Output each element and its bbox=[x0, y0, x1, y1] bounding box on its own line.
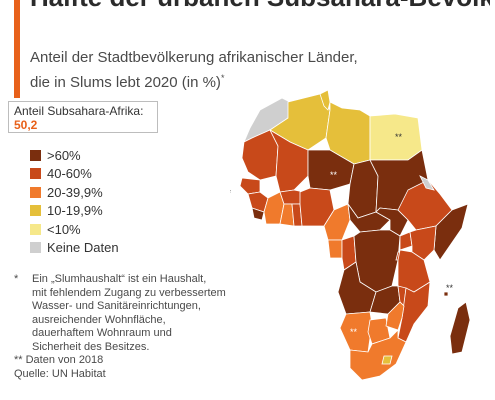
footnote-line: Wasser- und Sanitäreinrichtungen, bbox=[32, 300, 201, 312]
source-note: Quelle: UN Habitat bbox=[14, 367, 106, 380]
legend-label: 10-19,9% bbox=[47, 203, 103, 219]
region-kenya bbox=[409, 225, 437, 261]
region-south-sudan bbox=[375, 207, 409, 237]
footnote-definition: * Ein „Slumhaushalt“ ist ein Haushalt, m… bbox=[14, 273, 264, 354]
region-madagascar bbox=[449, 301, 471, 355]
region-eritrea bbox=[419, 175, 435, 191]
marker-egypt: ** bbox=[395, 132, 403, 142]
footnote-line: Sicherheit des Besitzes. bbox=[32, 340, 150, 353]
map-legend: >60% 40-60% 20-39,9% 10-19,9% <10% Keine… bbox=[30, 146, 119, 257]
legend-item-20-40: 20-39,9% bbox=[30, 183, 119, 202]
region-gabon bbox=[327, 239, 343, 259]
legend-label: >60% bbox=[47, 147, 81, 163]
region-south-africa bbox=[349, 329, 407, 381]
legend-item-over-60: >60% bbox=[30, 146, 119, 165]
region-lesotho bbox=[381, 355, 393, 365]
marker-sudan: ** bbox=[330, 170, 338, 180]
subtitle-footnote-mark: * bbox=[220, 73, 225, 83]
subtitle-line-1: Anteil der Stadtbevölkerung afrikanische… bbox=[30, 49, 358, 66]
legend-label: <10% bbox=[47, 221, 81, 237]
chart-subtitle: Anteil der Stadtbevölkerung afrikanische… bbox=[30, 48, 430, 93]
africa-map: ** ** ** ** ** bbox=[230, 89, 471, 381]
footnotes: * Ein „Slumhaushalt“ ist ein Haushalt, m… bbox=[14, 273, 264, 381]
legend-swatch bbox=[30, 168, 41, 180]
footnote-line: ausreichender Wohnfläche, bbox=[32, 313, 166, 326]
region-tunisia bbox=[319, 89, 331, 111]
region-senegal bbox=[239, 177, 261, 195]
footnote-line: mit fehlendem Zugang zu verbessertem bbox=[32, 286, 226, 299]
footnote-text: Ein „Slumhaushalt“ ist ein Haushalt, mit… bbox=[32, 273, 226, 354]
legend-item-under-10: <10% bbox=[30, 220, 119, 239]
region-zimbabwe bbox=[385, 301, 405, 331]
subtitle-line-2: die in Slums lebt 2020 (in %) bbox=[30, 74, 221, 91]
marker-west-coast: ** bbox=[230, 188, 232, 198]
subsaharan-share-box: Anteil Subsahara-Afrika: 50,2 bbox=[8, 101, 158, 133]
chart-title: Hälfte der urbanen Subsahara-Bevölkerung… bbox=[30, 0, 490, 13]
legend-label: 20-39,9% bbox=[47, 184, 103, 200]
legend-item-no-data: Keine Daten bbox=[30, 239, 119, 258]
marker-namibia: ** bbox=[350, 327, 358, 337]
legend-swatch bbox=[30, 205, 41, 217]
marker-comoros: ** bbox=[446, 283, 454, 293]
footnote-line: Ein „Slumhaushalt“ ist ein Haushalt, bbox=[32, 273, 207, 285]
region-car bbox=[347, 203, 391, 233]
region-comoros bbox=[443, 291, 449, 297]
accent-bar bbox=[14, 0, 20, 98]
legend-swatch bbox=[30, 242, 41, 254]
subsaharan-share-label: Anteil Subsahara-Afrika: bbox=[14, 104, 144, 118]
legend-swatch bbox=[30, 186, 41, 198]
legend-item-40-60: 40-60% bbox=[30, 165, 119, 184]
region-sierra-leone bbox=[251, 207, 265, 221]
legend-item-10-20: 10-19,9% bbox=[30, 202, 119, 221]
legend-swatch bbox=[30, 149, 41, 161]
data-year-note: ** Daten von 2018 bbox=[14, 354, 104, 366]
legend-label: Keine Daten bbox=[47, 240, 119, 256]
footnote-line: dauerhaftem Wohnraum und bbox=[32, 327, 172, 339]
legend-swatch bbox=[30, 223, 41, 235]
footnote-star: * bbox=[14, 273, 19, 285]
subsaharan-share-value: 50,2 bbox=[14, 118, 38, 132]
legend-label: 40-60% bbox=[47, 166, 92, 182]
region-niger bbox=[307, 149, 355, 191]
